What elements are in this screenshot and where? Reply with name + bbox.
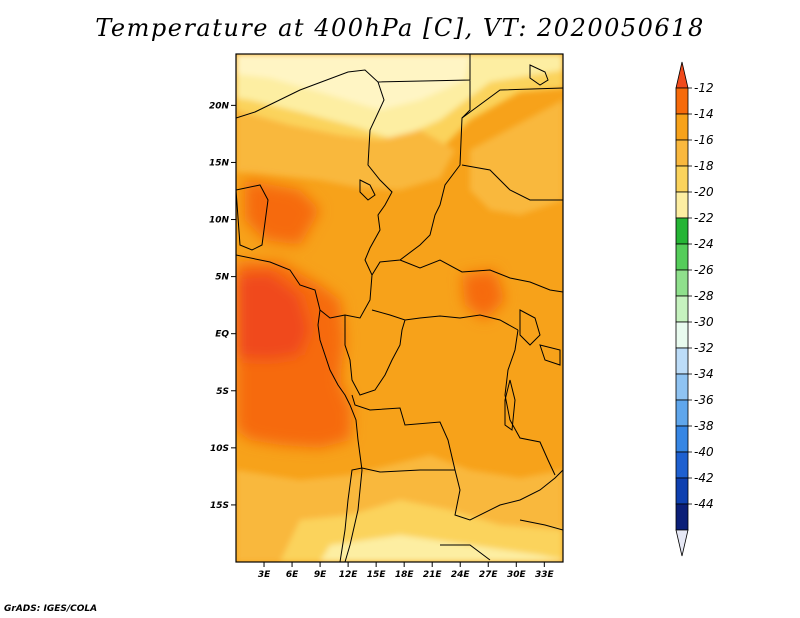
field-north-palest <box>236 54 470 110</box>
colorbar: -12 -14 -16 -18 -20 -22 -24 -26 -28 -30 -32 -34 -36 -… <box>675 61 714 557</box>
lon-tick-label: 12E <box>339 570 359 580</box>
colorbar-label: -30 <box>694 315 714 329</box>
colorbar-swatch <box>675 87 689 115</box>
colorbar-label: -40 <box>694 445 714 459</box>
lat-tick-label: 5N <box>215 273 229 283</box>
field-north-mid <box>236 110 455 190</box>
coastline <box>236 254 363 562</box>
colorbar-label: -42 <box>694 471 714 485</box>
boundary-car-south <box>399 259 563 293</box>
colorbar-swatch <box>675 217 689 245</box>
lon-tick-label: 6E <box>286 570 299 580</box>
colorbar-label: -44 <box>694 497 714 511</box>
colorbar-swatch <box>675 139 689 167</box>
colorbar-swatch <box>675 269 689 297</box>
colorbar-swatch <box>675 451 689 479</box>
colorbar-swatch <box>675 165 689 193</box>
colorbar-top-arrow <box>675 61 689 89</box>
boundary-drc-south <box>351 394 563 521</box>
colorbar-label: -26 <box>694 263 714 277</box>
colorbar-label: -20 <box>694 185 714 199</box>
boundary-congo <box>344 315 406 396</box>
lat-tick-label: 10N <box>209 216 230 226</box>
great-lakes <box>504 309 561 431</box>
colorbar-label: -32 <box>694 341 714 355</box>
lon-tick-label: 3E <box>258 570 271 580</box>
boundary-misc <box>236 64 549 251</box>
grads-credit: GrADS: IGES/COLA <box>4 604 98 614</box>
temperature-field <box>236 54 563 562</box>
boundaries <box>236 54 563 562</box>
colorbar-swatch <box>675 321 689 349</box>
colorbar-label: -16 <box>694 133 714 147</box>
colorbar-label: -36 <box>694 393 714 407</box>
longitude-axis: 3E 6E 9E 12E 15E 18E 21E 24E 27E 30E 33E <box>258 562 555 580</box>
boundary-angola-south <box>339 467 455 562</box>
colorbar-swatch <box>675 399 689 427</box>
colorbar-bottom-arrow <box>675 529 689 557</box>
colorbar-label: -12 <box>694 81 714 95</box>
lon-tick-label: 33E <box>535 570 555 580</box>
colorbar-label: -14 <box>694 107 714 121</box>
boundary-congo-north <box>371 309 519 331</box>
colorbar-label: -18 <box>694 159 714 173</box>
latitude-axis: 20N 15N 10N 5N EQ 5S 10S 15S <box>209 101 236 511</box>
field-east-mid <box>470 100 563 215</box>
colorbar-swatch <box>675 113 689 141</box>
colorbar-swatch <box>675 347 689 375</box>
colorbar-swatch <box>675 243 689 271</box>
map-frame <box>235 53 564 563</box>
lon-tick-label: 9E <box>314 570 327 580</box>
colorbar-label: -34 <box>694 367 714 381</box>
lat-tick-label: 15S <box>210 501 229 511</box>
colorbar-swatch <box>675 295 689 323</box>
colorbar-label: -28 <box>694 289 714 303</box>
lon-tick-label: 24E <box>451 570 471 580</box>
colorbar-label: -24 <box>694 237 714 251</box>
lon-tick-label: 15E <box>367 570 387 580</box>
colorbar-swatch <box>675 503 689 531</box>
boundary-far-south <box>440 519 563 561</box>
lon-tick-label: 18E <box>395 570 415 580</box>
field-warmest <box>236 272 310 360</box>
colorbar-label: -22 <box>694 211 714 225</box>
colorbar-swatch <box>675 425 689 453</box>
colorbar-swatch <box>675 191 689 219</box>
boundary-west <box>236 69 393 319</box>
chart-title: Temperature at 400hPa [C], VT: 202005061… <box>95 14 705 42</box>
lon-tick-label: 30E <box>507 570 527 580</box>
boundary-east-lakes <box>504 329 556 476</box>
colorbar-swatch <box>675 477 689 505</box>
lat-tick-label: EQ <box>215 330 229 340</box>
boundary-sudan-east <box>461 87 563 201</box>
colorbar-label: -38 <box>694 419 714 433</box>
lake-chad <box>359 179 376 201</box>
lat-tick-label: 5S <box>216 387 229 397</box>
lat-tick-label: 15N <box>209 158 230 168</box>
colorbar-swatch <box>675 373 689 401</box>
field-south-palest <box>320 535 563 562</box>
lon-tick-label: 27E <box>479 570 499 580</box>
lat-tick-label: 10S <box>210 444 229 454</box>
lon-tick-label: 21E <box>423 570 443 580</box>
field-warm-central <box>462 270 505 320</box>
lat-tick-label: 20N <box>209 101 230 111</box>
